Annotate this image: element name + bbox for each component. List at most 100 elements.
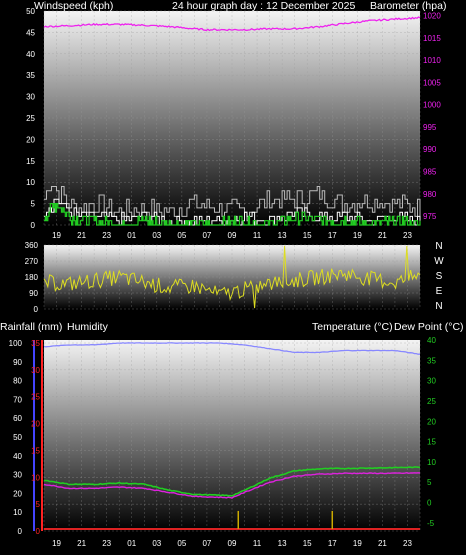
wind-direction-line [43, 245, 421, 309]
temperature-x-tick-label: 21 [77, 539, 86, 548]
temperature-x-tick-label: 03 [152, 539, 161, 548]
barometer-tick-label: 1005 [423, 78, 441, 87]
temperature-x-tick-label: 11 [253, 539, 262, 548]
temperature-x-tick-label: 19 [353, 539, 362, 548]
humidity-tick-label: 100 [9, 339, 23, 348]
temperature-x-tick-label: 19 [52, 539, 61, 548]
humidity-tick-label: 90 [13, 358, 22, 367]
temperature-x-tick-label: 21 [378, 539, 387, 548]
wind-gust-line [44, 186, 421, 222]
barometer-tick-label: 1015 [423, 34, 441, 43]
temperature-line [43, 471, 421, 499]
temperature-x-tick-label: 23 [102, 539, 111, 548]
rainfall-tick-label: 15 [31, 446, 40, 455]
barometer-tick-label: 985 [423, 168, 437, 177]
humidity-tick-label: 30 [13, 471, 22, 480]
temperature-tick-label: 40 [427, 336, 436, 345]
humidity-tick-label: 70 [13, 395, 22, 404]
windspeed-tick-label: 30 [26, 93, 35, 102]
windspeed-tick-label: 50 [26, 7, 35, 16]
barometer-tick-label: 995 [423, 123, 437, 132]
temperature-tick-label: 30 [427, 377, 436, 386]
dew-point-line [43, 466, 421, 497]
wind-x-tick-label: 11 [253, 231, 262, 240]
rainfall-tick-label: 35 [31, 339, 40, 348]
wind-x-tick-label: 23 [102, 231, 111, 240]
rainfall-tick-label: 25 [31, 393, 40, 402]
humidity-axis-title: Humidity [67, 321, 108, 333]
temperature-tick-label: 10 [427, 458, 436, 467]
wind-x-tick-label: 17 [328, 231, 337, 240]
temperature-tick-label: 25 [427, 397, 436, 406]
barometer-axis-title: Barometer (hpa) [370, 0, 447, 12]
barometer-tick-label: 990 [423, 145, 437, 154]
humidity-tick-label: 0 [18, 527, 23, 536]
windspeed-tick-label: 0 [31, 221, 36, 230]
wind-x-tick-label: 05 [177, 231, 186, 240]
rainfall-tick-label: 20 [31, 420, 40, 429]
windspeed-tick-label: 25 [26, 114, 35, 123]
windspeed-tick-label: 40 [26, 50, 35, 59]
temperature-tick-label: 0 [427, 499, 432, 508]
rainfall-tick-label: 5 [36, 500, 41, 509]
rainfall-axis-title: Rainfall (mm) [0, 321, 63, 333]
temperature-x-tick-label: 17 [328, 539, 337, 548]
wind-x-tick-label: 21 [77, 231, 86, 240]
wind-average-green-line [44, 203, 421, 226]
temperature-panel-plot-area [44, 340, 420, 531]
barometer-tick-label: 1010 [423, 56, 441, 65]
windspeed-axis-title: Windspeed (kph) [34, 0, 114, 12]
temperature-x-tick-label: 13 [278, 539, 287, 548]
compass-label-e: E [436, 286, 443, 297]
temperature-tick-label: -5 [427, 519, 435, 528]
barometer-tick-label: 1020 [423, 11, 441, 20]
humidity-tick-label: 10 [13, 508, 22, 517]
wind-x-tick-label: 19 [353, 231, 362, 240]
wind-x-tick-label: 13 [278, 231, 287, 240]
wind-x-tick-label: 01 [127, 231, 136, 240]
compass-label-w: W [434, 256, 444, 267]
compass-label-s: S [436, 271, 443, 282]
temperature-tick-label: 35 [427, 356, 436, 365]
barometer-tick-label: 975 [423, 212, 437, 221]
windspeed-tick-label: 15 [26, 157, 35, 166]
compass-label-n: N [435, 301, 442, 312]
windspeed-tick-label: 20 [26, 135, 35, 144]
windspeed-tick-label: 5 [31, 200, 36, 209]
wind-x-tick-label: 03 [152, 231, 161, 240]
direction-tick-label: 270 [25, 257, 39, 266]
wind-x-tick-label: 23 [403, 231, 412, 240]
temperature-x-tick-label: 01 [127, 539, 136, 548]
direction-tick-label: 0 [34, 305, 39, 314]
humidity-line [43, 342, 420, 355]
humidity-tick-label: 50 [13, 433, 22, 442]
temperature-x-tick-label: 07 [202, 539, 211, 548]
wind-x-tick-label: 15 [303, 231, 312, 240]
temperature-tick-label: 5 [427, 478, 432, 487]
barometer-tick-label: 1000 [423, 101, 441, 110]
windspeed-tick-label: 10 [26, 178, 35, 187]
direction-tick-label: 180 [25, 273, 39, 282]
temperature-x-tick-label: 23 [403, 539, 412, 548]
wind-x-tick-label: 07 [202, 231, 211, 240]
direction-tick-label: 90 [29, 289, 38, 298]
compass-label-n: N [435, 241, 442, 252]
temperature-x-tick-label: 05 [177, 539, 186, 548]
barometer-line [43, 16, 421, 32]
humidity-tick-label: 20 [13, 489, 22, 498]
wind-x-tick-label: 09 [228, 231, 237, 240]
temperature-x-tick-label: 09 [228, 539, 237, 548]
temperature-x-tick-label: 15 [303, 539, 312, 548]
rainfall-tick-label: 30 [31, 366, 40, 375]
humidity-tick-label: 60 [13, 414, 22, 423]
temperature-axis-title: Temperature (°C) [312, 321, 393, 333]
windspeed-tick-label: 35 [26, 71, 35, 80]
wind-x-tick-label: 19 [52, 231, 61, 240]
barometer-tick-label: 980 [423, 190, 437, 199]
graph-title: 24 hour graph day : 12 December 2025 [172, 0, 356, 12]
rainfall-tick-label: 10 [31, 473, 40, 482]
direction-tick-label: 360 [25, 241, 39, 250]
humidity-tick-label: 80 [13, 377, 22, 386]
